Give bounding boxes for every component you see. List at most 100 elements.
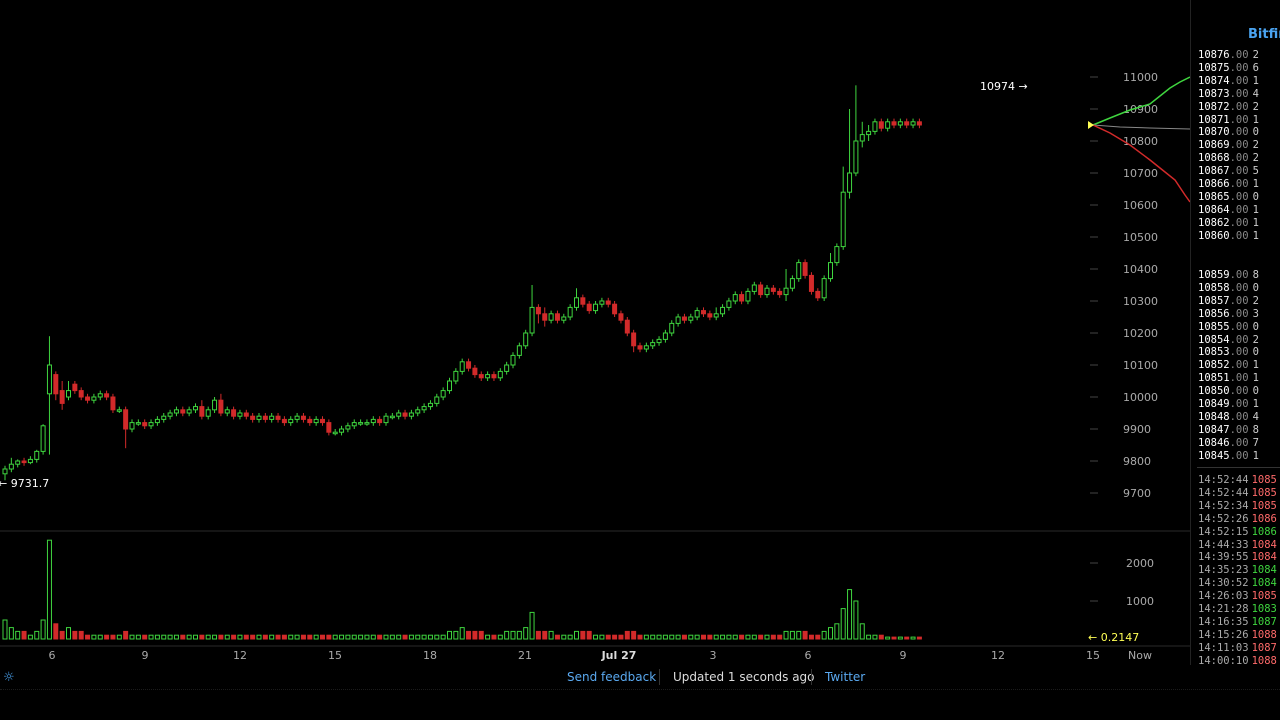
order-book-bid-row[interactable]: 10855.00 0 — [1198, 321, 1259, 334]
volume-bar[interactable] — [624, 630, 630, 640]
candle-body[interactable] — [408, 412, 414, 417]
volume-bar[interactable] — [485, 634, 491, 640]
volume-bar[interactable] — [815, 634, 821, 640]
volume-bar[interactable] — [707, 634, 713, 640]
volume-bar[interactable] — [123, 630, 129, 640]
volume-bar[interactable] — [440, 634, 446, 640]
volume-bar[interactable] — [808, 634, 814, 640]
volume-bar[interactable] — [345, 634, 351, 640]
order-book-ask-row[interactable]: 10860.00 1 — [1198, 230, 1259, 243]
order-book-bid-row[interactable]: 10853.00 0 — [1198, 346, 1259, 359]
candle-body[interactable] — [707, 313, 713, 318]
volume-bar[interactable] — [764, 634, 770, 640]
volume-bar[interactable] — [104, 634, 110, 640]
candle-body[interactable] — [612, 303, 618, 315]
trade-row[interactable]: 14:35:23 1084 — [1198, 564, 1277, 577]
volume-bar[interactable] — [745, 634, 751, 640]
order-book-ask-row[interactable]: 10866.00 1 — [1198, 178, 1259, 191]
candle-body[interactable] — [440, 390, 446, 398]
volume-bar[interactable] — [288, 634, 294, 640]
volume-bar[interactable] — [116, 634, 122, 640]
volume-bar[interactable] — [434, 634, 440, 640]
volume-bar[interactable] — [643, 634, 649, 640]
trade-row[interactable]: 14:52:15 1086 — [1198, 526, 1277, 539]
volume-bar[interactable] — [510, 630, 516, 640]
volume-bar[interactable] — [866, 634, 872, 640]
candle-body[interactable] — [624, 319, 630, 334]
order-book-bid-row[interactable]: 10852.00 1 — [1198, 359, 1259, 372]
candle-body[interactable] — [364, 422, 370, 425]
order-book-ask-row[interactable]: 10875.00 6 — [1198, 62, 1259, 75]
volume-bar[interactable] — [427, 634, 433, 640]
candle-body[interactable] — [510, 354, 516, 366]
candle-body[interactable] — [339, 428, 345, 433]
candle-body[interactable] — [300, 415, 306, 420]
volume-bar[interactable] — [275, 634, 281, 640]
candle-body[interactable] — [402, 412, 408, 417]
volume-bar[interactable] — [789, 630, 795, 640]
candle-body[interactable] — [497, 370, 503, 379]
order-book-bid-row[interactable]: 10846.00 7 — [1198, 437, 1259, 450]
order-book-ask-row[interactable]: 10873.00 4 — [1198, 88, 1259, 101]
candlestick-chart-svg[interactable]: 9700 9800 9900 10000 10100 10200 10300 10400 105… — [0, 0, 1190, 665]
candle-body[interactable] — [466, 361, 472, 369]
candle-body[interactable] — [770, 287, 776, 292]
volume-bar[interactable] — [332, 634, 338, 640]
candle-body[interactable] — [180, 409, 186, 414]
candle-body[interactable] — [307, 418, 313, 424]
order-book-ask-row[interactable]: 10862.00 1 — [1198, 217, 1259, 230]
volume-bar[interactable] — [237, 634, 243, 640]
candle-body[interactable] — [662, 332, 668, 340]
candle-body[interactable] — [796, 262, 802, 280]
candle-body[interactable] — [548, 313, 554, 321]
volume-bar[interactable] — [421, 634, 427, 640]
volume-bar[interactable] — [834, 623, 840, 640]
order-book-bid-row[interactable]: 10857.00 2 — [1198, 295, 1259, 308]
volume-bar[interactable] — [694, 634, 700, 640]
candle-body[interactable] — [643, 345, 649, 350]
volume-bar[interactable] — [840, 608, 846, 640]
volume-bar[interactable] — [154, 634, 160, 640]
trade-row[interactable]: 14:52:44 1085 — [1198, 487, 1277, 500]
trade-row[interactable]: 14:30:52 1084 — [1198, 577, 1277, 590]
candle-body[interactable] — [897, 121, 903, 126]
volume-bar[interactable] — [415, 634, 421, 640]
candle-body[interactable] — [224, 409, 230, 414]
candle-body[interactable] — [91, 396, 97, 401]
volume-bar[interactable] — [847, 589, 853, 640]
volume-bar[interactable] — [828, 627, 833, 640]
candle-body[interactable] — [205, 409, 211, 417]
volume-bar[interactable] — [218, 634, 224, 640]
candle-body[interactable] — [491, 374, 497, 379]
candle-body[interactable] — [434, 396, 440, 404]
volume-bar[interactable] — [821, 630, 827, 640]
volume-bar[interactable] — [751, 634, 757, 640]
volume-bar[interactable] — [567, 634, 573, 640]
candle-body[interactable] — [554, 313, 560, 321]
volume-bar[interactable] — [574, 630, 579, 640]
candle-body[interactable] — [821, 278, 827, 299]
volume-bar[interactable] — [904, 636, 910, 640]
candle-body[interactable] — [910, 121, 916, 126]
candle-body[interactable] — [688, 316, 694, 321]
volume-bar[interactable] — [21, 630, 27, 640]
volume-bar[interactable] — [402, 634, 408, 640]
volume-bar[interactable] — [612, 634, 618, 640]
volume-bar[interactable] — [205, 634, 211, 640]
order-book-bid-row[interactable]: 10850.00 0 — [1198, 385, 1259, 398]
candle-body[interactable] — [421, 406, 427, 411]
order-book-ask-row[interactable]: 10867.00 5 — [1198, 165, 1259, 178]
candle-body[interactable] — [650, 342, 656, 347]
candle-body[interactable] — [878, 121, 884, 129]
volume-bar[interactable] — [300, 634, 306, 640]
candle-body[interactable] — [358, 422, 364, 425]
order-book-bid-row[interactable]: 10859.00 8 — [1198, 269, 1259, 282]
candle-body[interactable] — [326, 422, 332, 433]
volume-bar[interactable] — [212, 634, 218, 640]
volume-bar[interactable] — [2, 619, 8, 640]
volume-bar[interactable] — [675, 634, 681, 640]
volume-bar[interactable] — [466, 630, 472, 640]
candle-body[interactable] — [427, 402, 433, 408]
candle-body[interactable] — [186, 409, 192, 414]
volume-bar[interactable] — [770, 634, 776, 640]
